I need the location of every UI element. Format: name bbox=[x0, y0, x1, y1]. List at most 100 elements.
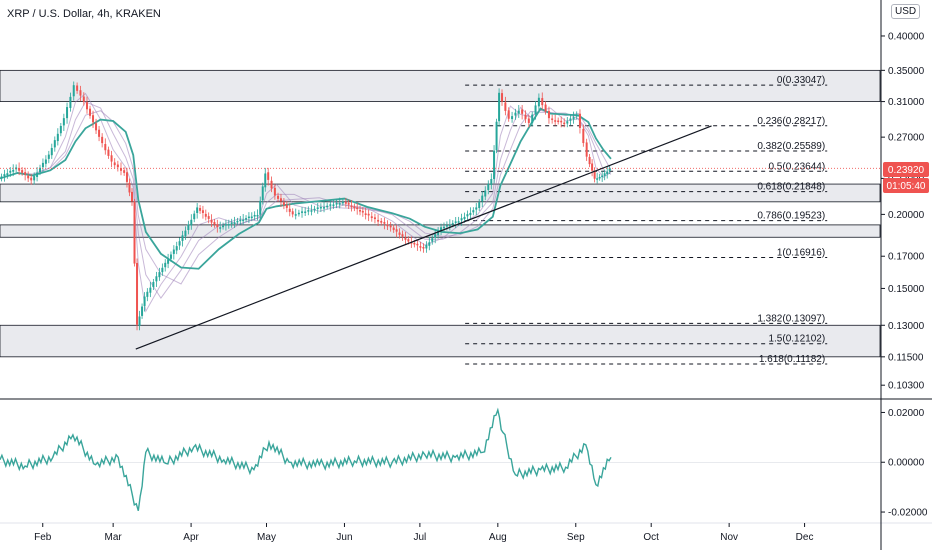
candle-body bbox=[242, 219, 245, 222]
sr-zone bbox=[0, 324, 881, 358]
candle-body bbox=[282, 202, 285, 206]
candle-body bbox=[204, 213, 207, 217]
candle-body bbox=[606, 171, 609, 175]
candle-body bbox=[161, 267, 164, 273]
candle-body bbox=[484, 190, 487, 197]
candle-body bbox=[425, 244, 428, 249]
x-tick-label: Mar bbox=[105, 532, 123, 543]
y-tick-label: 0.10300 bbox=[888, 381, 925, 392]
candle-body bbox=[557, 120, 560, 123]
osc-tick-label: -0.02000 bbox=[888, 508, 928, 519]
candle-body bbox=[431, 238, 434, 242]
candle-body bbox=[224, 224, 227, 226]
candle-body bbox=[591, 163, 594, 171]
osc-tick-label: 0.00000 bbox=[888, 458, 925, 469]
x-tick-label: Apr bbox=[183, 532, 199, 543]
fib-level-label: 1.5(0.12102) bbox=[768, 334, 825, 345]
candle-body bbox=[603, 173, 606, 176]
candle-body bbox=[18, 168, 21, 171]
candle-body bbox=[582, 128, 585, 144]
candle-body bbox=[128, 182, 131, 193]
candle-body bbox=[152, 281, 155, 288]
x-tick-label: Aug bbox=[489, 532, 507, 543]
candle-body bbox=[524, 114, 527, 120]
candle-body bbox=[413, 242, 416, 245]
candle-body bbox=[15, 167, 18, 170]
candle-body bbox=[125, 172, 128, 182]
candle-body bbox=[422, 247, 425, 249]
candle-body bbox=[291, 211, 294, 215]
candle-body bbox=[323, 207, 326, 209]
candle-body bbox=[30, 177, 33, 181]
candle-body bbox=[101, 136, 104, 144]
candle-body bbox=[95, 123, 98, 131]
candle-body bbox=[434, 234, 437, 238]
candle-body bbox=[172, 249, 175, 254]
candle-body bbox=[59, 125, 62, 134]
x-tick-label: Jun bbox=[336, 532, 352, 543]
candle-body bbox=[437, 231, 440, 235]
x-tick-label: Feb bbox=[34, 532, 52, 543]
trendline-group[interactable] bbox=[135, 125, 712, 350]
osc-tick-label: 0.02000 bbox=[888, 408, 925, 419]
candle-body bbox=[245, 218, 248, 220]
candle-body bbox=[517, 110, 520, 114]
candle-body bbox=[56, 133, 59, 142]
candle-body bbox=[457, 221, 460, 223]
chart-title: XRP / U.S. Dollar, 4h, KRAKEN bbox=[7, 8, 161, 20]
y-tick-label: 0.17000 bbox=[888, 252, 925, 263]
candle-body bbox=[407, 239, 410, 242]
candle-body bbox=[0, 176, 3, 179]
sr-zone bbox=[0, 69, 881, 102]
candle-body bbox=[560, 120, 563, 123]
candle-body bbox=[313, 208, 316, 211]
candle-body bbox=[89, 108, 92, 116]
candle-body bbox=[279, 198, 282, 202]
last-price-label: 0.23920 bbox=[888, 165, 925, 176]
candle-body bbox=[593, 171, 596, 179]
candle-body bbox=[219, 227, 222, 229]
currency-button[interactable]: USD bbox=[891, 4, 921, 19]
x-tick-label: Sep bbox=[567, 532, 585, 543]
candle-body bbox=[554, 120, 557, 122]
y-tick-label: 0.11500 bbox=[888, 352, 924, 363]
candle-body bbox=[377, 219, 380, 222]
candle-body bbox=[267, 172, 270, 180]
candle-body bbox=[193, 213, 196, 220]
candle-body bbox=[332, 204, 335, 206]
candle-body bbox=[404, 237, 407, 240]
candle-body bbox=[537, 97, 540, 107]
candle-body bbox=[451, 223, 454, 225]
candle-body bbox=[155, 276, 158, 282]
candle-body bbox=[62, 118, 65, 126]
candle-body bbox=[288, 208, 291, 212]
candle-body bbox=[495, 121, 498, 151]
candle-body bbox=[33, 176, 36, 181]
candle-body bbox=[213, 222, 216, 225]
candle-body bbox=[493, 150, 496, 180]
candle-body bbox=[158, 272, 161, 278]
candle-body bbox=[146, 291, 149, 297]
candle-body bbox=[481, 195, 484, 202]
candle-body bbox=[79, 90, 82, 96]
candle-body bbox=[227, 224, 230, 226]
candle-body bbox=[304, 211, 307, 214]
candle-body bbox=[27, 175, 30, 179]
candle-body bbox=[335, 203, 338, 205]
candle-body bbox=[82, 96, 85, 102]
candle-body bbox=[120, 168, 122, 171]
candle-body bbox=[572, 117, 575, 120]
candle-body bbox=[76, 85, 79, 91]
fibonacci-retracement[interactable]: 0(0.33047) 0.236(0.28217) 0.382(0.25589) 0.… bbox=[465, 75, 828, 365]
ma-main-line bbox=[0, 107, 612, 270]
candle-body bbox=[341, 201, 344, 204]
candle-body bbox=[598, 176, 601, 179]
candle-body bbox=[107, 149, 110, 156]
candle-body bbox=[392, 227, 395, 230]
candle-body bbox=[380, 220, 383, 223]
candle-body bbox=[544, 104, 547, 112]
candle-body bbox=[196, 207, 199, 214]
candle-body bbox=[199, 208, 202, 211]
support-resistance-zones bbox=[0, 69, 881, 358]
